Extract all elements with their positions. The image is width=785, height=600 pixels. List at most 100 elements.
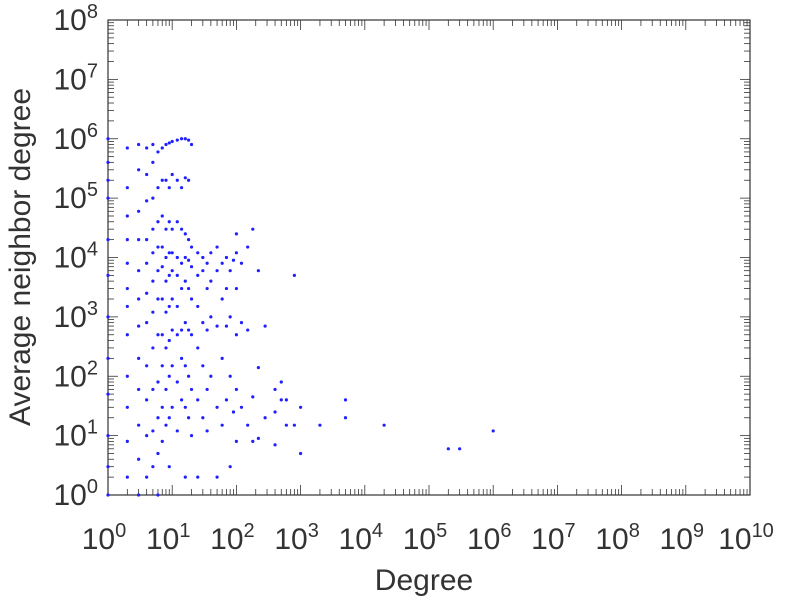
data-point: [205, 286, 209, 291]
data-point: [179, 356, 184, 360]
y-tick-exponent: 7: [87, 60, 98, 82]
data-point: [151, 251, 155, 255]
y-tick-base: 10: [54, 360, 87, 393]
y-tick-base: 10: [54, 4, 87, 37]
data-point: [201, 364, 205, 368]
data-point: [256, 269, 260, 273]
data-point: [167, 465, 171, 469]
data-point: [186, 374, 191, 378]
data-point: [137, 457, 141, 461]
data-point: [145, 434, 149, 438]
data-point: [151, 227, 155, 231]
data-point: [151, 429, 155, 433]
data-point: [170, 139, 174, 144]
data-point: [175, 380, 179, 384]
x-tick-exponent: 0: [115, 520, 126, 542]
data-point: [125, 374, 129, 378]
x-tick-exponent: 1: [179, 520, 190, 542]
data-point: [279, 380, 283, 384]
x-tick-base: 10: [210, 523, 243, 556]
data-point: [145, 321, 149, 325]
data-point: [137, 423, 141, 427]
data-point: [137, 142, 141, 147]
y-axis-title: Average neighbor degree: [4, 88, 37, 426]
data-point: [196, 398, 200, 402]
data-point: [189, 434, 194, 438]
data-point: [299, 405, 303, 409]
y-tick-label: 104: [54, 239, 99, 275]
data-point: [196, 346, 200, 350]
data-point: [156, 220, 160, 224]
data-point: [209, 315, 213, 319]
data-point: [279, 398, 283, 402]
data-point: [263, 324, 267, 328]
x-tick-labels: 100 101 102 103 104 105 106 107 108 109 1010: [82, 520, 774, 556]
y-tick-exponent: 0: [87, 476, 98, 498]
data-point: [167, 186, 171, 190]
data-point: [151, 310, 155, 314]
data-point: [273, 443, 277, 447]
data-point: [170, 405, 174, 409]
data-point: [167, 251, 171, 255]
data-point: [179, 137, 184, 141]
x-tick-label: 105: [403, 520, 448, 556]
x-tick-exponent: 5: [436, 520, 447, 542]
x-tick-exponent: 9: [693, 520, 704, 542]
data-point: [251, 227, 255, 231]
data-point: [228, 315, 232, 319]
data-point: [151, 279, 155, 283]
data-point: [186, 258, 191, 262]
y-tick-label: 102: [54, 357, 99, 393]
y-tick-base: 10: [54, 63, 87, 96]
data-point: [106, 137, 110, 141]
data-point: [156, 297, 160, 301]
x-tick-base: 10: [718, 523, 751, 556]
data-point: [156, 150, 160, 154]
x-tick-exponent: 6: [500, 520, 511, 542]
data-point: [145, 261, 149, 265]
data-point: [246, 328, 250, 332]
data-point: [183, 137, 187, 141]
data-point: [145, 475, 149, 479]
data-point: [205, 261, 209, 265]
data-point: [106, 160, 110, 164]
data-point: [151, 346, 155, 350]
data-point: [446, 447, 450, 451]
data-point: [167, 304, 171, 309]
data-point: [167, 273, 171, 277]
data-point: [318, 423, 322, 427]
data-point: [160, 364, 164, 368]
x-tick-label: 106: [467, 520, 512, 556]
data-point: [164, 310, 168, 314]
data-point: [106, 493, 110, 497]
x-tick-label: 103: [274, 520, 319, 556]
x-tick-exponent: 7: [565, 520, 576, 542]
data-point: [224, 324, 229, 328]
data-point: [284, 398, 288, 402]
data-point: [183, 176, 187, 180]
data-point: [189, 333, 194, 337]
data-point: [160, 146, 164, 150]
data-point: [164, 346, 168, 350]
data-point: [106, 315, 110, 319]
data-point: [125, 146, 129, 150]
data-point: [160, 439, 164, 443]
data-point: [273, 410, 277, 414]
data-point: [246, 423, 250, 427]
data-point: [167, 416, 171, 420]
data-point: [189, 142, 194, 147]
data-point: [224, 255, 229, 260]
data-point: [175, 178, 179, 182]
x-tick-label: 1010: [718, 520, 774, 556]
y-tick-exponent: 3: [87, 298, 98, 320]
data-point: [170, 172, 174, 177]
y-tick-label: 103: [54, 298, 99, 334]
data-point: [164, 142, 168, 147]
y-tick-base: 10: [54, 420, 87, 453]
data-point: [183, 279, 187, 283]
data-point: [196, 475, 200, 479]
data-points: [106, 137, 495, 497]
data-point: [189, 297, 194, 301]
data-point: [167, 220, 171, 224]
